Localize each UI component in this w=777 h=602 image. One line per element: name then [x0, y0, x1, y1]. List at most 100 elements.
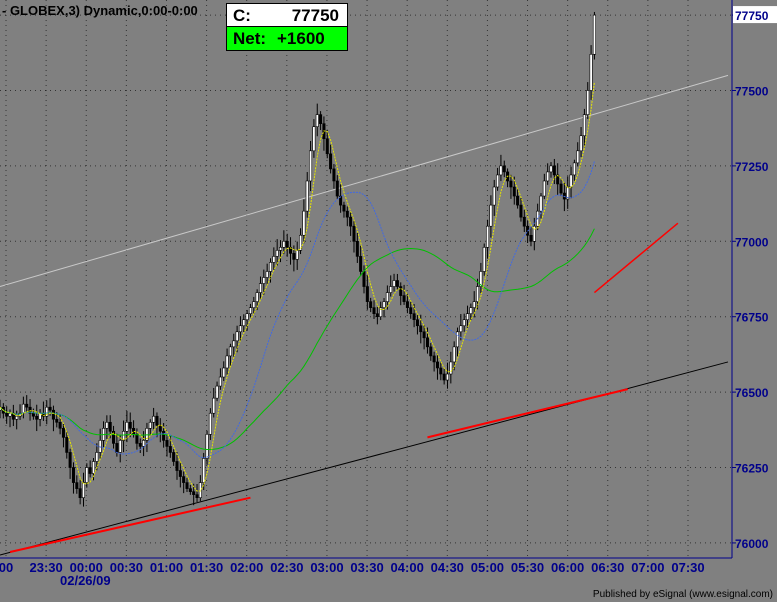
candle-body: [439, 367, 443, 375]
candle-body: [188, 488, 192, 492]
candle-body: [302, 210, 306, 236]
candle-body: [542, 180, 546, 197]
candle-body: [295, 250, 299, 260]
candle-body: [178, 470, 182, 477]
y-tick-label: 76000: [735, 537, 769, 551]
candle-body: [65, 437, 69, 453]
candle-body: [589, 53, 593, 91]
candle-body: [539, 195, 543, 212]
candle-body: [516, 195, 520, 206]
candle-body: [435, 361, 439, 369]
x-tick-label: 03:00: [310, 560, 343, 575]
candles: [0, 11, 596, 507]
candle-body: [168, 446, 172, 453]
candle-body: [205, 434, 209, 459]
candle-body: [95, 452, 99, 462]
candle-body: [285, 240, 289, 248]
candle-body: [452, 346, 456, 363]
candle-body: [569, 174, 573, 188]
moving-averages: [0, 81, 595, 492]
candle-body: [122, 431, 126, 441]
candle-body: [21, 403, 25, 414]
x-tick-label: 02:00: [230, 560, 263, 575]
candle-body: [355, 240, 359, 257]
candle-body: [51, 409, 55, 420]
x-tick-label: 04:00: [391, 560, 424, 575]
candle-body: [155, 415, 159, 426]
candle-body: [11, 412, 15, 420]
candle-body: [71, 467, 75, 483]
x-tick-label: 23:30: [29, 560, 62, 575]
candle-body: [75, 482, 79, 489]
candle-body: [329, 153, 333, 170]
candle-body: [175, 461, 179, 471]
candle-body: [262, 277, 266, 284]
candle-body: [395, 280, 399, 287]
candle-body: [218, 376, 222, 387]
candle-body: [492, 186, 496, 206]
candle-body: [479, 271, 483, 287]
last-price-label: 77750: [735, 9, 769, 23]
ma-slow-line: [0, 228, 595, 451]
candle-body: [519, 204, 523, 218]
candle-body: [185, 482, 189, 489]
y-axis-ticks: 77750 77500 77250 77000 76750 76500 76250 76000…: [732, 6, 777, 551]
candle-body: [115, 443, 119, 453]
candle-body: [25, 403, 29, 408]
candle-body: [399, 286, 403, 296]
candle-body: [339, 195, 343, 206]
candle-body: [415, 319, 419, 327]
candle-body: [375, 313, 379, 318]
channel-top-line: [0, 74, 729, 288]
candle-body: [379, 307, 383, 318]
candle-body: [212, 397, 216, 414]
candle-body: [195, 494, 199, 498]
candle-body: [162, 431, 166, 441]
x-tick-label: 07:00: [631, 560, 664, 575]
candle-body: [459, 325, 463, 333]
candle-body: [252, 301, 256, 308]
x-tick-label: 07:30: [671, 560, 704, 575]
candle-body: [85, 467, 89, 483]
last-price-marker: [733, 6, 777, 24]
candle-body: [512, 186, 516, 197]
candle-body: [409, 307, 413, 314]
candle-body: [389, 286, 393, 293]
candle-body: [135, 434, 139, 444]
y-tick-label: 76250: [735, 462, 769, 476]
candle-body: [81, 482, 85, 498]
trendline-red: [9, 496, 251, 553]
candle-body: [482, 247, 486, 272]
candle-body: [345, 210, 349, 218]
candle-body: [299, 234, 303, 251]
candle-body: [31, 412, 35, 417]
candle-body: [319, 114, 323, 124]
candle-body: [572, 162, 576, 176]
candle-body: [182, 476, 186, 483]
x-tick-label: 02:30: [270, 560, 303, 575]
candle-body: [255, 292, 259, 302]
x-tick-label: 03:30: [350, 560, 383, 575]
candle-body: [552, 165, 556, 176]
x-axis-ticks: 00 23:30 00:00 00:30 01:00 01:30 02:00 02:30 03:…: [0, 560, 705, 575]
candle-body: [225, 355, 229, 369]
candle-body: [469, 307, 473, 314]
candle-body: [245, 313, 249, 321]
candle-body: [359, 256, 363, 272]
candle-body: [105, 421, 109, 429]
candle-body: [349, 216, 353, 227]
candle-body: [258, 283, 262, 293]
candle-body: [18, 412, 22, 417]
date-label: 02/26/09: [60, 573, 111, 588]
candle-body: [275, 250, 279, 257]
candle-body: [305, 180, 309, 212]
candle-body: [486, 225, 490, 248]
candle-body: [546, 171, 550, 182]
candle-body: [158, 424, 162, 432]
candle-body: [198, 482, 202, 498]
candle-body: [392, 280, 396, 287]
candle-body: [442, 373, 446, 381]
candle-body: [489, 204, 493, 227]
candle-body: [45, 406, 49, 417]
